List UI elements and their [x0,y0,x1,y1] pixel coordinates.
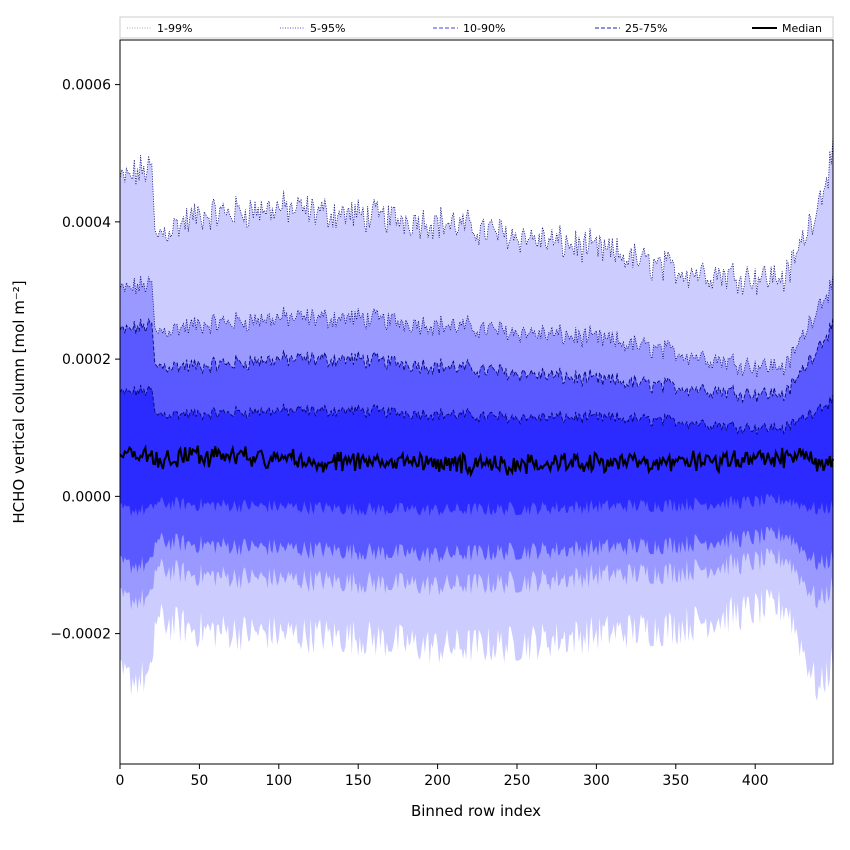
x-tick-label: 300 [583,773,610,789]
band-25-75%-area [120,385,833,517]
median-layer [119,444,834,478]
y-axis: −0.0002 0.0000 0.0002 0.0004 0.0006 [50,78,120,643]
legend-frame [119,16,834,39]
band-5-95%-upper-line [119,272,834,378]
percentile-bands [120,135,833,702]
x-tick-label: 250 [504,773,531,789]
band-1-99%-upper-line [119,135,834,296]
y-tick-label: 0.0006 [62,78,111,94]
x-tick-label: 0 [116,773,125,789]
percentile-lines [119,135,834,436]
legend: 1-99% 5-95% 10-90% 25-75% Median [119,16,834,39]
legend-label: 10-90% [463,22,505,35]
y-tick-label: −0.0002 [50,627,111,643]
y-tick-label: 0.0004 [62,215,111,231]
median-line [119,444,834,478]
plot-frame [119,39,834,765]
y-tick-label: 0.0000 [62,489,111,505]
legend-label: 1-99% [157,22,192,35]
y-axis-label: HCHO vertical column [mol m⁻²] [10,280,28,523]
x-tick-label: 400 [742,773,769,789]
x-tick-label: 100 [265,773,292,789]
band-25-75%-upper-line [119,384,834,436]
legend-label: Median [782,22,822,35]
y-tick-label: 0.0002 [62,352,111,368]
band-10-90%-upper-line [119,316,834,404]
x-tick-label: 50 [190,773,208,789]
x-axis: 0 50 100 150 200 250 300 350 400 [116,764,769,789]
x-tick-label: 200 [424,773,451,789]
legend-label: 25-75% [625,22,667,35]
x-axis-label: Binned row index [411,802,541,820]
x-tick-label: 150 [345,773,372,789]
legend-label: 5-95% [310,22,345,35]
x-tick-label: 350 [662,773,689,789]
